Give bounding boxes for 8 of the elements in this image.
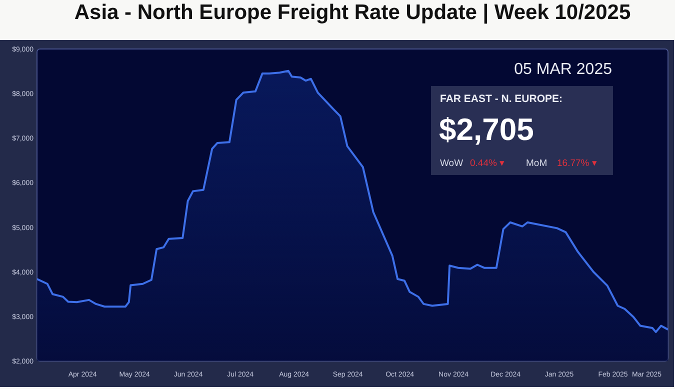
annotation: $2,705 [439, 112, 534, 147]
annotation: FAR EAST - N. EUROPE: [440, 93, 563, 105]
chart-title: Asia - North Europe Freight Rate Update | Week 10/2025 [74, 1, 631, 24]
annotation: 05 MAR 2025 [514, 61, 612, 78]
annotation: 0.44% ▾ [470, 158, 505, 169]
annotation: 16.77% ▾ [557, 158, 597, 169]
annotation: MoM [526, 158, 548, 169]
annotation: WoW [440, 158, 464, 169]
